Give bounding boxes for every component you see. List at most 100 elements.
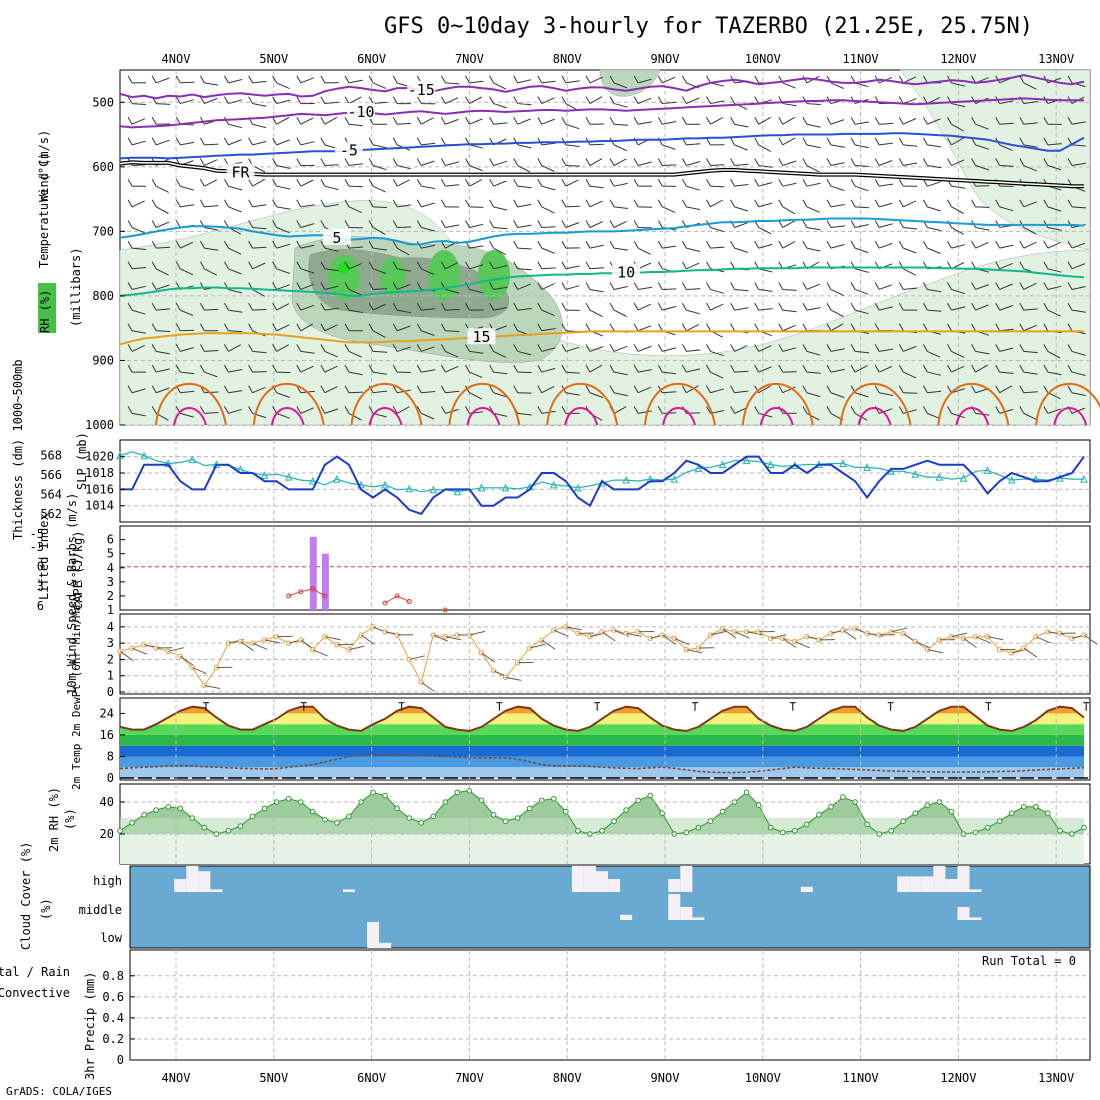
upper-wind-barb-feather [585, 178, 591, 187]
upper-wind-barb [396, 179, 410, 187]
upper-wind-barb [855, 350, 870, 354]
upper-wind-barb [1071, 371, 1086, 376]
cloud-bar-high [921, 876, 934, 892]
upper-wind-barb [662, 206, 676, 213]
upper-wind-barb-feather [995, 261, 1001, 270]
upper-wind-barb-feather [416, 261, 422, 270]
upper-wind-barb-feather [440, 323, 446, 332]
rh-marker [575, 828, 581, 834]
upper-wind-barb-feather [947, 302, 952, 311]
wind-barb [746, 631, 763, 636]
temp-contour [119, 266, 1085, 297]
upper-wind-barb-feather [609, 199, 615, 208]
upper-wind-barb [445, 184, 460, 187]
upper-wind-barb-feather [320, 199, 326, 208]
upper-wind-barb-feather [296, 323, 302, 332]
wind-barb [168, 647, 184, 652]
upper-wind-barb-feather [272, 261, 278, 270]
upper-wind-barb [252, 289, 265, 297]
upper-wind-barb [300, 365, 314, 373]
upper-wind-barb-feather [609, 220, 615, 228]
temp-tick-label: 16 [100, 728, 114, 742]
upper-wind-barb-feather [585, 385, 591, 393]
upper-wind-barb-feather [971, 240, 976, 249]
upper-wind-barb-feather [1043, 302, 1049, 311]
wind-barb [770, 634, 787, 639]
slp-tick-label: 1018 [85, 466, 114, 480]
upper-wind-barb [854, 224, 869, 228]
upper-wind-barb [300, 283, 314, 290]
upper-wind-barb [806, 182, 821, 187]
upper-wind-barb [155, 284, 170, 290]
upper-wind-barb [373, 206, 388, 208]
upper-wind-barb-feather [320, 385, 326, 393]
contour-label: 15 [472, 328, 490, 346]
run-total-label: Run Total = 0 [982, 954, 1076, 968]
upper-wind-barb [613, 345, 628, 352]
day-label-bottom: 9NOV [651, 1071, 680, 1085]
upper-wind-barb [228, 206, 242, 213]
upper-wind-barb-feather [248, 323, 253, 332]
contour-label: -10 [347, 103, 374, 121]
upper-wind-barb-feather [127, 302, 133, 311]
upper-wind-barb [300, 407, 314, 414]
upper-wind-barb-feather [898, 364, 904, 373]
upper-wind-barb-feather [416, 96, 422, 104]
rh-marker [165, 804, 171, 810]
upper-wind-barb [372, 303, 386, 311]
upper-wind-barb-feather [874, 385, 880, 393]
upper-wind-barb-feather [802, 323, 808, 332]
upper-wind-barb [276, 206, 291, 210]
upper-wind-barb-feather [416, 199, 422, 208]
upper-wind-barb [710, 246, 725, 249]
upper-wind-barb [132, 267, 147, 270]
upper-wind-barb [999, 262, 1013, 270]
wind-barb [553, 629, 569, 637]
upper-wind-barb [589, 185, 604, 189]
upper-wind-barb-feather [392, 282, 398, 290]
upper-wind-barb-feather [633, 220, 639, 228]
upper-wind-barb [903, 409, 917, 414]
pressure-tick-label: 800 [92, 289, 114, 303]
upper-wind-barb-feather [778, 158, 784, 166]
upper-wind-barb [951, 185, 966, 189]
upper-wind-barb-feather [1067, 323, 1073, 332]
upper-wind-barb [638, 369, 652, 373]
upper-wind-barb-feather [585, 261, 591, 270]
upper-wind-barb-feather [127, 406, 133, 414]
cloud-bar-high [800, 886, 813, 892]
upper-wind-barb-feather [1043, 240, 1049, 249]
upper-wind-barb-feather [392, 158, 398, 166]
upper-wind-barb-feather [826, 406, 832, 414]
upper-wind-barb-feather [223, 178, 229, 187]
upper-wind-barb-feather [272, 344, 278, 352]
upper-wind-barb [276, 284, 290, 290]
upper-wind-barb [131, 412, 146, 417]
upper-wind-barb-feather [127, 323, 133, 332]
upper-air-ylabel-temp: Temperature (°C) [37, 152, 51, 268]
upper-wind-barb-feather [971, 116, 976, 125]
upper-wind-barb-feather [561, 116, 567, 125]
upper-wind-barb [806, 144, 821, 149]
upper-wind-barb [782, 82, 796, 89]
upper-wind-barb [276, 165, 291, 169]
temp-contour-20 [546, 383, 619, 426]
temp-band [120, 734, 1084, 746]
upper-wind-barb [758, 144, 772, 153]
upper-wind-barb [589, 76, 603, 84]
upper-wind-barb [613, 158, 627, 166]
upper-wind-barb-feather [175, 364, 181, 373]
upper-wind-barb [758, 268, 773, 273]
upper-wind-barb [421, 369, 436, 373]
contour-label: 10 [617, 264, 635, 282]
rh-marker [322, 816, 328, 823]
wind-barb [433, 634, 449, 642]
upper-wind-barb-feather [1019, 137, 1025, 146]
upper-wind-barb-feather [344, 323, 350, 332]
upper-wind-barb-feather [826, 178, 832, 187]
upper-wind-barb-feather [826, 240, 832, 249]
upper-wind-barb [1023, 282, 1037, 290]
upper-wind-barb-feather [754, 178, 760, 187]
upper-wind-barb-feather [272, 96, 278, 104]
upper-wind-barb-feather [416, 220, 422, 228]
